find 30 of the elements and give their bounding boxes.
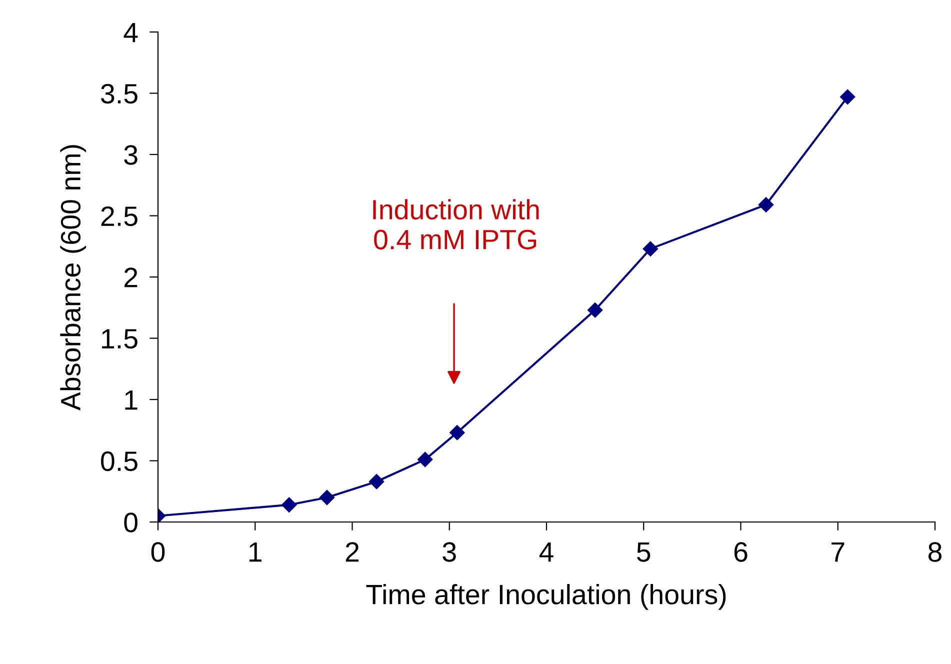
y-tick-label: 0.5 xyxy=(101,451,138,472)
x-tick-label: 5 xyxy=(637,542,650,562)
y-tick-label: 4 xyxy=(124,22,138,42)
point xyxy=(758,197,774,212)
x-tick-label: 4 xyxy=(539,542,554,562)
point xyxy=(282,497,297,512)
point xyxy=(368,474,384,490)
point xyxy=(450,425,465,440)
y-tick-label: 1 xyxy=(125,390,138,410)
x-tick-label: 6 xyxy=(734,542,748,562)
point xyxy=(587,302,603,318)
y-tick-label: 2 xyxy=(124,268,138,288)
annotation: Induction with 0.4 mM IPTG xyxy=(373,199,539,250)
x-axis-title: Time after Inoculation (hours) xyxy=(366,584,726,610)
y-tick-label: 3 xyxy=(124,145,138,165)
point xyxy=(319,490,335,506)
point xyxy=(418,452,433,468)
x-tick-label: 3 xyxy=(442,542,456,562)
y-axis-title: Absorbance (600 nm) xyxy=(60,145,86,410)
x-tick-label: 2 xyxy=(346,542,359,562)
x-tick-label: 1 xyxy=(250,542,262,562)
x-tick-label: 0 xyxy=(151,542,165,562)
point xyxy=(840,89,856,104)
y-tick-label: 2.5 xyxy=(101,206,138,226)
point xyxy=(642,241,658,256)
y-tick-label: 3.5 xyxy=(101,84,138,104)
x-tick-label: 7 xyxy=(832,542,844,562)
y-tick-label: 0 xyxy=(124,512,138,532)
y-tick-label: 1.5 xyxy=(102,329,138,349)
x-tick-label: 8 xyxy=(928,542,942,562)
